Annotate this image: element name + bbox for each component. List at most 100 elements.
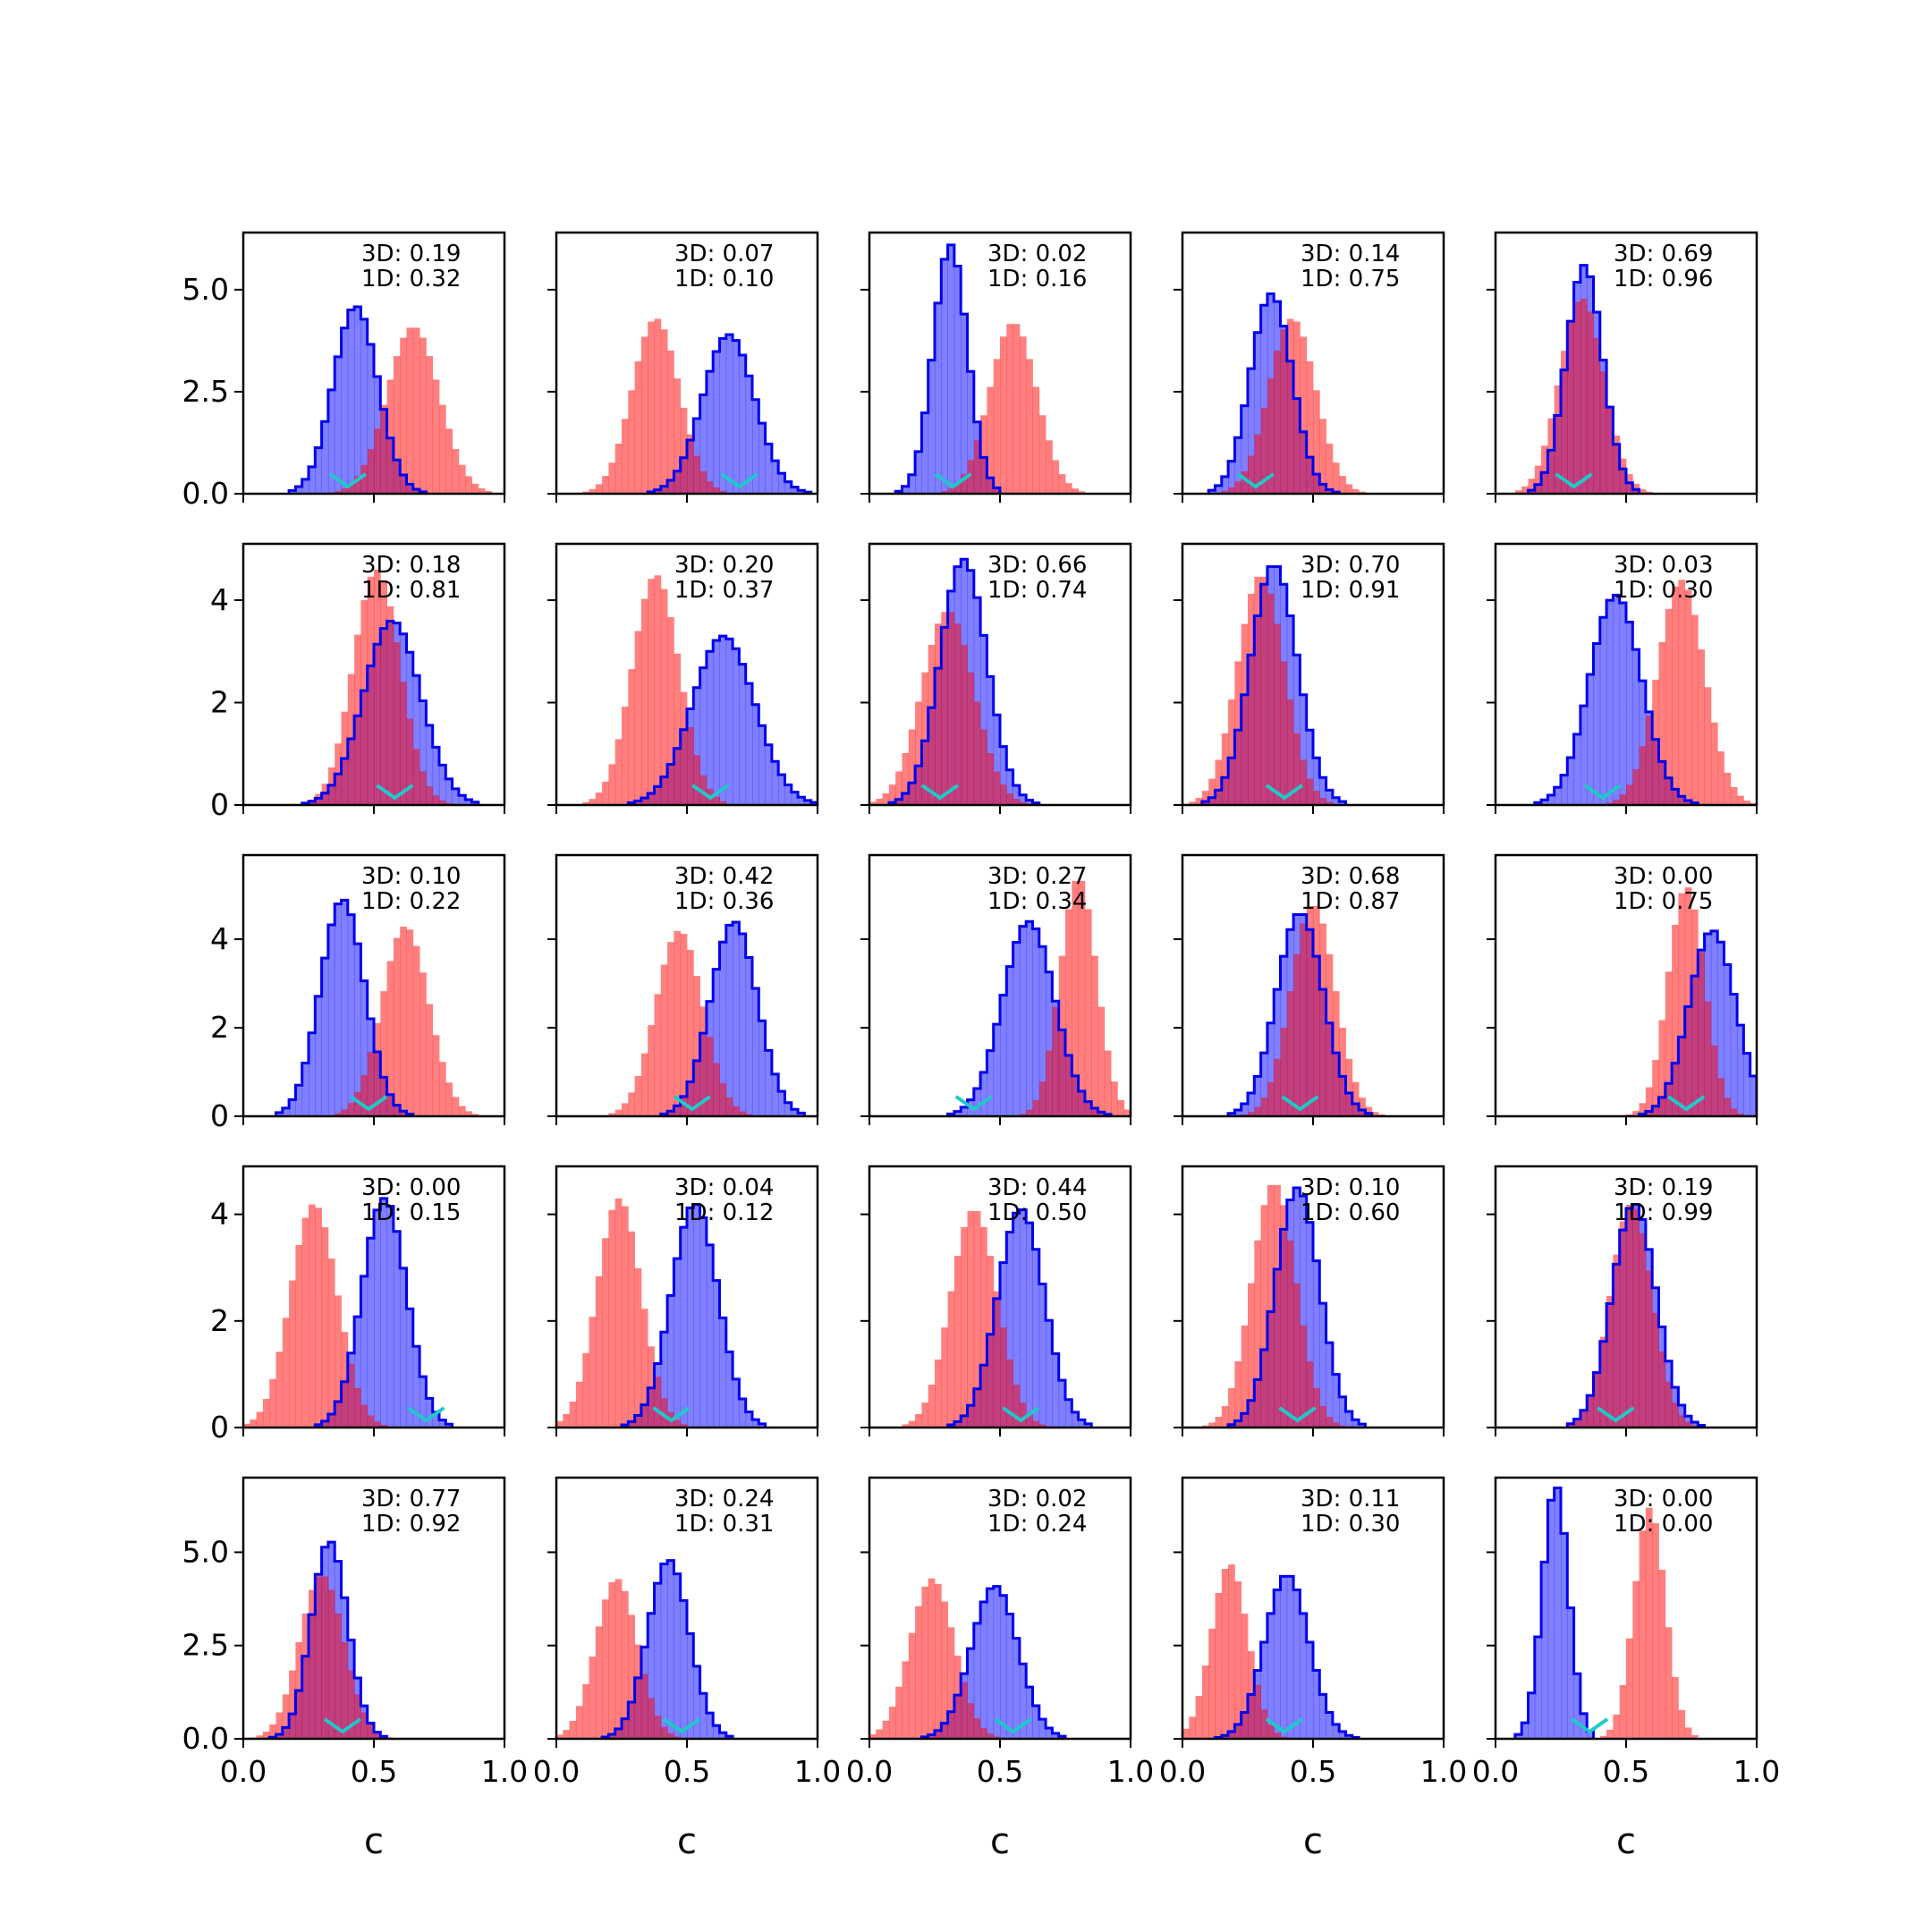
bar-3d [693, 1665, 700, 1739]
x-tick-label: 1.0 [1733, 1754, 1780, 1789]
bar-1d [693, 976, 700, 1116]
bar-3d [733, 1378, 740, 1428]
bar-1d [1293, 321, 1301, 494]
plot-area [1626, 887, 1757, 1116]
bar-3d [1038, 1284, 1046, 1428]
bar-1d [1221, 1568, 1229, 1739]
bar-3d [1248, 1093, 1255, 1116]
bar-1d [1065, 483, 1072, 494]
bar-3d [987, 1589, 995, 1739]
bar-1d [674, 1736, 682, 1739]
bar-3d [739, 933, 747, 1116]
bar-1d [1234, 661, 1242, 805]
bar-1d [1189, 801, 1196, 805]
bar-1d [327, 1589, 335, 1739]
step-outline-3d [1638, 929, 1757, 1116]
y-tick-label: 2.5 [182, 374, 229, 409]
bar-1d [262, 1398, 270, 1428]
x-tick-label: 1.0 [481, 1754, 528, 1789]
bar-1d [452, 1097, 460, 1116]
bar-1d [582, 801, 589, 805]
bar-1d [250, 1419, 257, 1428]
bar-3d [445, 1424, 453, 1428]
bar-1d [602, 476, 609, 494]
bar-3d [1613, 595, 1621, 805]
bar-1d [1084, 909, 1092, 1116]
bar-1d [1046, 440, 1053, 494]
bar-3d [412, 675, 420, 805]
bar-1d [1645, 716, 1653, 805]
bar-1d [693, 755, 700, 805]
step-outline-3d [313, 1197, 454, 1428]
stat-1d-label: 1D: 0.30 [1614, 577, 1713, 604]
stat-1d-label: 1D: 0.50 [987, 1199, 1087, 1226]
bar-3d [798, 1113, 805, 1116]
bar-1d [335, 490, 342, 494]
bar-3d [327, 389, 335, 494]
bar-1d [426, 1004, 434, 1116]
bar-3d [1313, 1260, 1320, 1428]
x-axis-label: c [677, 1821, 697, 1862]
bar-1d [941, 1601, 948, 1739]
bar-3d [725, 1352, 733, 1428]
bar-1d [309, 1204, 316, 1428]
bar-3d [1306, 1222, 1314, 1428]
bar-1d [393, 642, 401, 805]
bar-3d [791, 487, 799, 494]
bar-1d [1606, 802, 1614, 805]
stat-1d-label: 1D: 0.75 [1614, 888, 1713, 915]
bar-1d [1639, 488, 1647, 494]
bar-1d [1260, 1097, 1268, 1116]
stat-3d-label: 3D: 0.10 [1301, 1174, 1400, 1201]
bar-3d [771, 461, 779, 494]
bar-3d [745, 957, 753, 1116]
bar-1d [706, 1037, 714, 1116]
bar-1d [1293, 733, 1301, 805]
stat-1d-label: 1D: 0.15 [361, 1199, 461, 1226]
bar-1d [713, 1063, 720, 1116]
bar-3d [915, 451, 922, 494]
bar-3d [360, 1275, 369, 1428]
bar-1d [1737, 795, 1744, 805]
stat-3d-label: 3D: 0.18 [361, 552, 461, 579]
stat-1d-label: 1D: 0.36 [674, 888, 774, 915]
bar-3d [699, 667, 708, 805]
x-axis-label: c [1616, 1821, 1636, 1862]
true-value-marker [920, 784, 959, 801]
bar-3d [660, 1563, 668, 1739]
bar-1d [1658, 1569, 1666, 1739]
bar-3d [739, 354, 747, 494]
bar-3d [778, 1091, 785, 1116]
bar-1d [275, 1352, 284, 1428]
bar-1d [628, 1231, 635, 1428]
bar-1d [1606, 1729, 1614, 1739]
x-tick-label: 0.5 [351, 1754, 397, 1789]
bar-3d [439, 765, 446, 805]
bar-1d [928, 1578, 936, 1739]
bar-1d [1286, 991, 1294, 1116]
bar-1d [1345, 484, 1353, 494]
bar-1d [393, 356, 401, 494]
bar-1d [1613, 1714, 1621, 1739]
bar-1d [654, 575, 662, 805]
stat-1d-label: 1D: 0.16 [987, 266, 1087, 292]
bar-1d [1639, 1233, 1647, 1428]
bar-1d [439, 800, 446, 805]
bar-1d [1691, 1734, 1699, 1739]
bar-1d [882, 793, 890, 805]
bar-3d [1567, 1607, 1574, 1739]
bar-3d [354, 1317, 361, 1428]
bar-1d [980, 1226, 987, 1428]
bar-3d [282, 1107, 290, 1116]
bar-1d [1652, 1060, 1659, 1116]
bar-3d [928, 360, 936, 494]
bar-1d [1672, 1676, 1679, 1739]
bar-1d [869, 801, 877, 805]
bar-1d [1580, 1411, 1588, 1428]
